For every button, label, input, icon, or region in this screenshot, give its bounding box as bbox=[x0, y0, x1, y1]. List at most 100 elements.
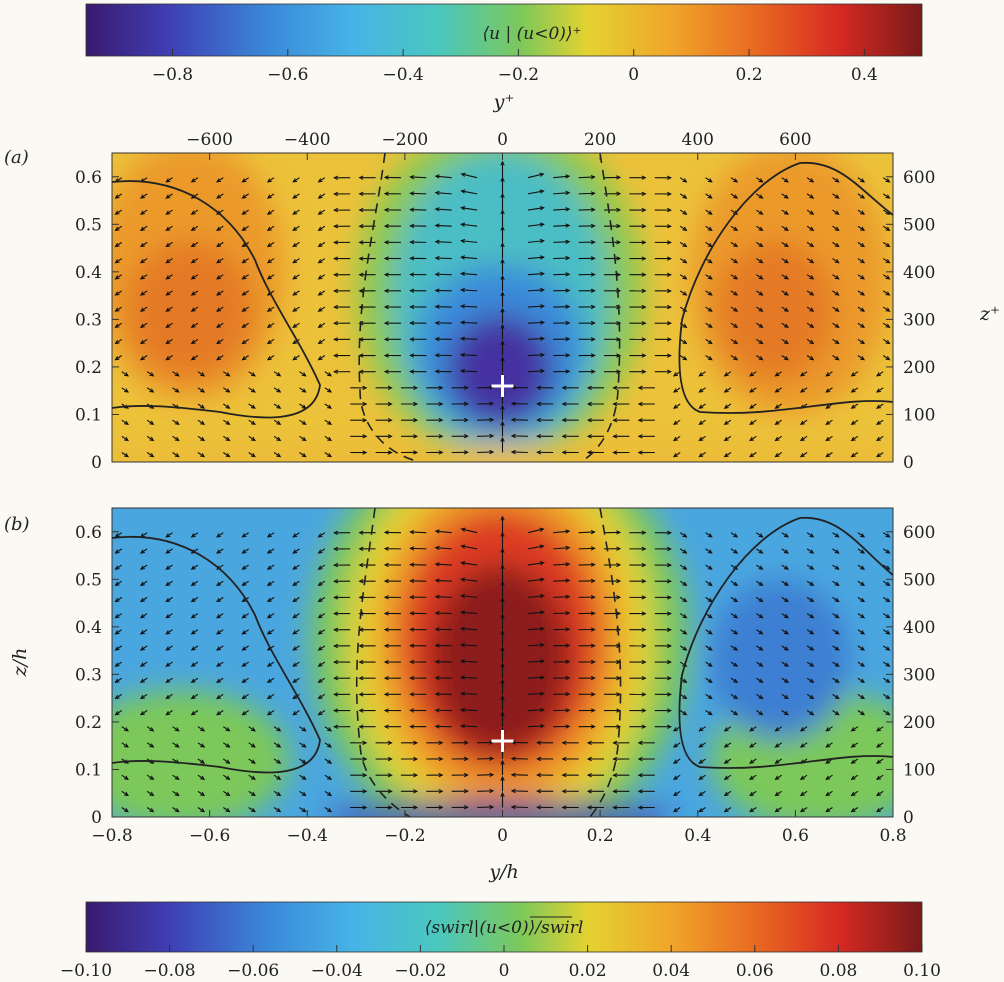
vector-arrow-head bbox=[174, 807, 180, 813]
vector-arrow bbox=[698, 371, 706, 377]
vector-arrow-head bbox=[539, 320, 546, 325]
vector-arrow bbox=[756, 613, 763, 619]
vector-arrow bbox=[461, 305, 478, 308]
vector-arrow-head bbox=[612, 772, 618, 778]
vector-arrow bbox=[679, 193, 687, 199]
vector-arrow-head bbox=[799, 807, 805, 813]
vector-arrow-head bbox=[409, 191, 415, 196]
vector-arrow-head bbox=[682, 226, 688, 232]
vector-arrow bbox=[115, 693, 123, 699]
vector-arrow-head bbox=[672, 436, 678, 442]
vector-arrow-head bbox=[200, 372, 206, 377]
vector-arrow-head bbox=[641, 272, 647, 277]
vector-arrow bbox=[781, 693, 789, 699]
vector-arrow-head bbox=[383, 724, 389, 729]
vector-arrow-head bbox=[637, 401, 643, 407]
vector-arrow bbox=[267, 193, 275, 199]
vector-arrow bbox=[318, 290, 326, 296]
vector-arrow-head bbox=[590, 578, 596, 584]
vector-arrow bbox=[679, 338, 687, 344]
vector-arrow bbox=[191, 306, 199, 312]
vector-arrow-head bbox=[438, 385, 444, 390]
vector-arrow bbox=[461, 173, 478, 179]
vector-arrow bbox=[191, 596, 199, 603]
vector-arrow bbox=[318, 209, 326, 215]
vector-arrow bbox=[165, 548, 173, 554]
vector-arrow bbox=[461, 240, 478, 243]
vector-arrow bbox=[324, 726, 332, 732]
vector-arrow-head bbox=[409, 724, 415, 729]
vector-arrow bbox=[527, 256, 544, 260]
vector-arrow bbox=[705, 306, 713, 312]
vector-arrow-head bbox=[834, 533, 840, 538]
vector-arrow bbox=[511, 451, 528, 454]
top-tick-label: 600 bbox=[779, 130, 811, 150]
vector-arrow bbox=[553, 175, 570, 179]
right-tick-label: 100 bbox=[903, 405, 935, 425]
vector-arrow-head bbox=[266, 710, 272, 716]
vector-arrow-head bbox=[333, 595, 339, 600]
vector-arrow bbox=[876, 790, 884, 796]
vector-arrow bbox=[267, 338, 275, 344]
vector-arrow-head bbox=[123, 727, 129, 732]
vector-arrow-head bbox=[616, 724, 622, 729]
vector-arrow bbox=[756, 193, 763, 199]
vector-arrow bbox=[730, 693, 738, 699]
colorbar-tick-label: −0.10 bbox=[60, 961, 112, 981]
vector-arrow-head bbox=[409, 562, 415, 567]
vector-arrow-head bbox=[590, 272, 596, 277]
vector-arrow-head bbox=[383, 353, 389, 358]
vector-arrow bbox=[165, 710, 173, 716]
vector-arrow bbox=[410, 176, 427, 179]
vector-arrow bbox=[698, 807, 706, 813]
vector-arrow-head bbox=[733, 355, 739, 361]
vector-arrow bbox=[882, 258, 890, 264]
vector-arrow bbox=[857, 564, 865, 570]
vector-arrow bbox=[775, 726, 783, 732]
vector-arrow-head bbox=[383, 207, 389, 213]
vector-arrow bbox=[781, 258, 789, 264]
vector-arrow bbox=[857, 225, 865, 231]
vector-arrow bbox=[318, 645, 326, 651]
vector-arrow bbox=[191, 322, 199, 328]
vector-arrow-head bbox=[434, 320, 440, 326]
vector-arrow bbox=[216, 290, 224, 296]
vector-arrow bbox=[825, 790, 833, 796]
vector-arrow-head bbox=[586, 756, 592, 762]
vector-arrow-head bbox=[114, 549, 120, 554]
vector-arrow-head bbox=[565, 627, 571, 632]
vector-arrow-head bbox=[666, 676, 672, 681]
vector-arrow bbox=[324, 758, 332, 764]
vector-arrow bbox=[705, 564, 713, 570]
vector-arrow-head bbox=[362, 450, 368, 455]
vector-arrow-head bbox=[460, 610, 466, 615]
vector-arrow-head bbox=[876, 404, 882, 409]
vector-arrow-head bbox=[174, 775, 180, 780]
vector-arrow-head bbox=[539, 527, 545, 532]
vector-arrow bbox=[140, 693, 148, 699]
vector-arrow-head bbox=[241, 614, 247, 619]
vector-arrow-head bbox=[489, 772, 495, 778]
vector-arrow-head bbox=[641, 546, 647, 552]
vector-arrow bbox=[806, 710, 814, 716]
vector-arrow-head bbox=[387, 772, 393, 778]
vector-arrow-head bbox=[409, 223, 415, 229]
vector-arrow-head bbox=[641, 224, 647, 229]
vector-arrow-head bbox=[707, 339, 713, 345]
vector-arrow bbox=[165, 661, 173, 667]
vector-arrow bbox=[273, 807, 281, 813]
vector-arrow-head bbox=[292, 178, 298, 183]
vector-arrow-head bbox=[276, 759, 282, 764]
vector-arrow-head bbox=[825, 807, 831, 813]
vector-arrow-head bbox=[809, 323, 815, 328]
vector-arrow bbox=[698, 742, 706, 748]
vector-arrow-head bbox=[190, 291, 196, 296]
vector-arrow-head bbox=[539, 675, 546, 680]
vector-arrow bbox=[698, 435, 706, 441]
vector-arrow-head bbox=[500, 209, 505, 215]
vector-arrow bbox=[832, 661, 840, 667]
y-tick-label: 0.1 bbox=[75, 760, 102, 780]
vector-arrow bbox=[857, 548, 865, 554]
vector-arrow-head bbox=[266, 581, 272, 587]
vector-arrow-head bbox=[460, 238, 466, 244]
